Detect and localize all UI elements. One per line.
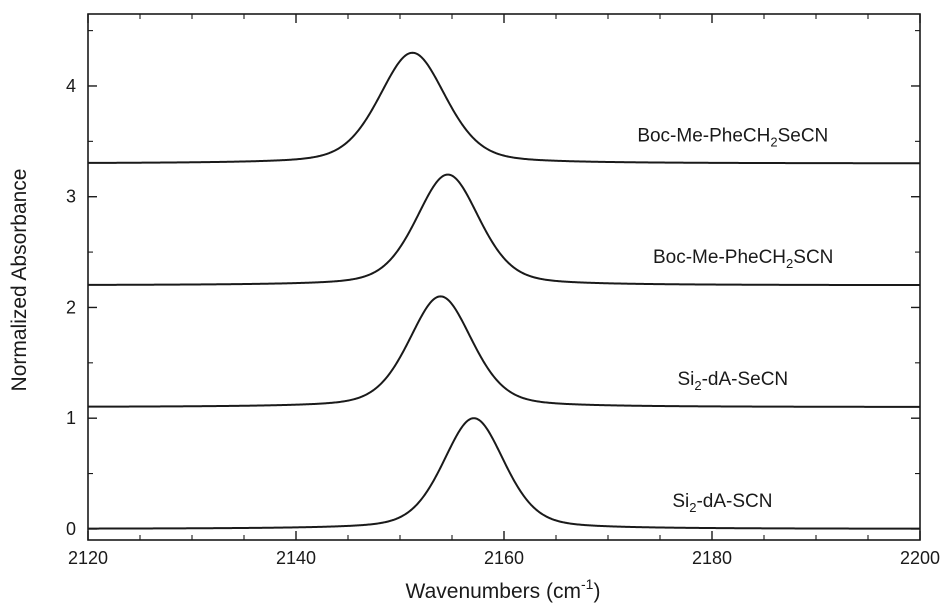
spectrum-line-2	[88, 173, 920, 287]
tick-labels: 2120 2140 2160 2180 2200 0 1 2 3 4	[66, 76, 940, 568]
y-tick-label: 3	[66, 187, 76, 207]
x-tick-label: 2180	[692, 548, 732, 568]
x-tick-label: 2120	[68, 548, 108, 568]
axis-ticks	[87, 14, 921, 540]
spectra-series	[87, 51, 920, 530]
y-axis-label: Normalized Absorbance	[8, 169, 31, 392]
series-label-0: Si2-dA-SCN	[672, 491, 772, 515]
y-tick-label: 4	[66, 76, 76, 96]
spectrum-line-3	[87, 51, 920, 165]
spectrum-line-0	[88, 417, 920, 530]
series-label-2: Boc-Me-PheCH2SCN	[653, 247, 833, 271]
spectrum-line-1	[88, 295, 920, 408]
x-tick-label: 2140	[276, 548, 316, 568]
y-tick-label: 1	[66, 408, 76, 428]
series-label-1: Si2-dA-SeCN	[677, 369, 788, 393]
series-label-3: Boc-Me-PheCH2SeCN	[637, 125, 828, 149]
y-tick-label: 2	[66, 297, 76, 317]
series-labels: Si2-dA-SCN Si2-dA-SeCN Boc-Me-PheCH2SCN Boc…	[637, 125, 833, 514]
x-axis-label: Wavenumbers (cm-1)	[406, 576, 601, 603]
x-tick-label: 2200	[900, 548, 940, 568]
x-tick-label: 2160	[484, 548, 524, 568]
y-tick-label: 0	[66, 519, 76, 539]
